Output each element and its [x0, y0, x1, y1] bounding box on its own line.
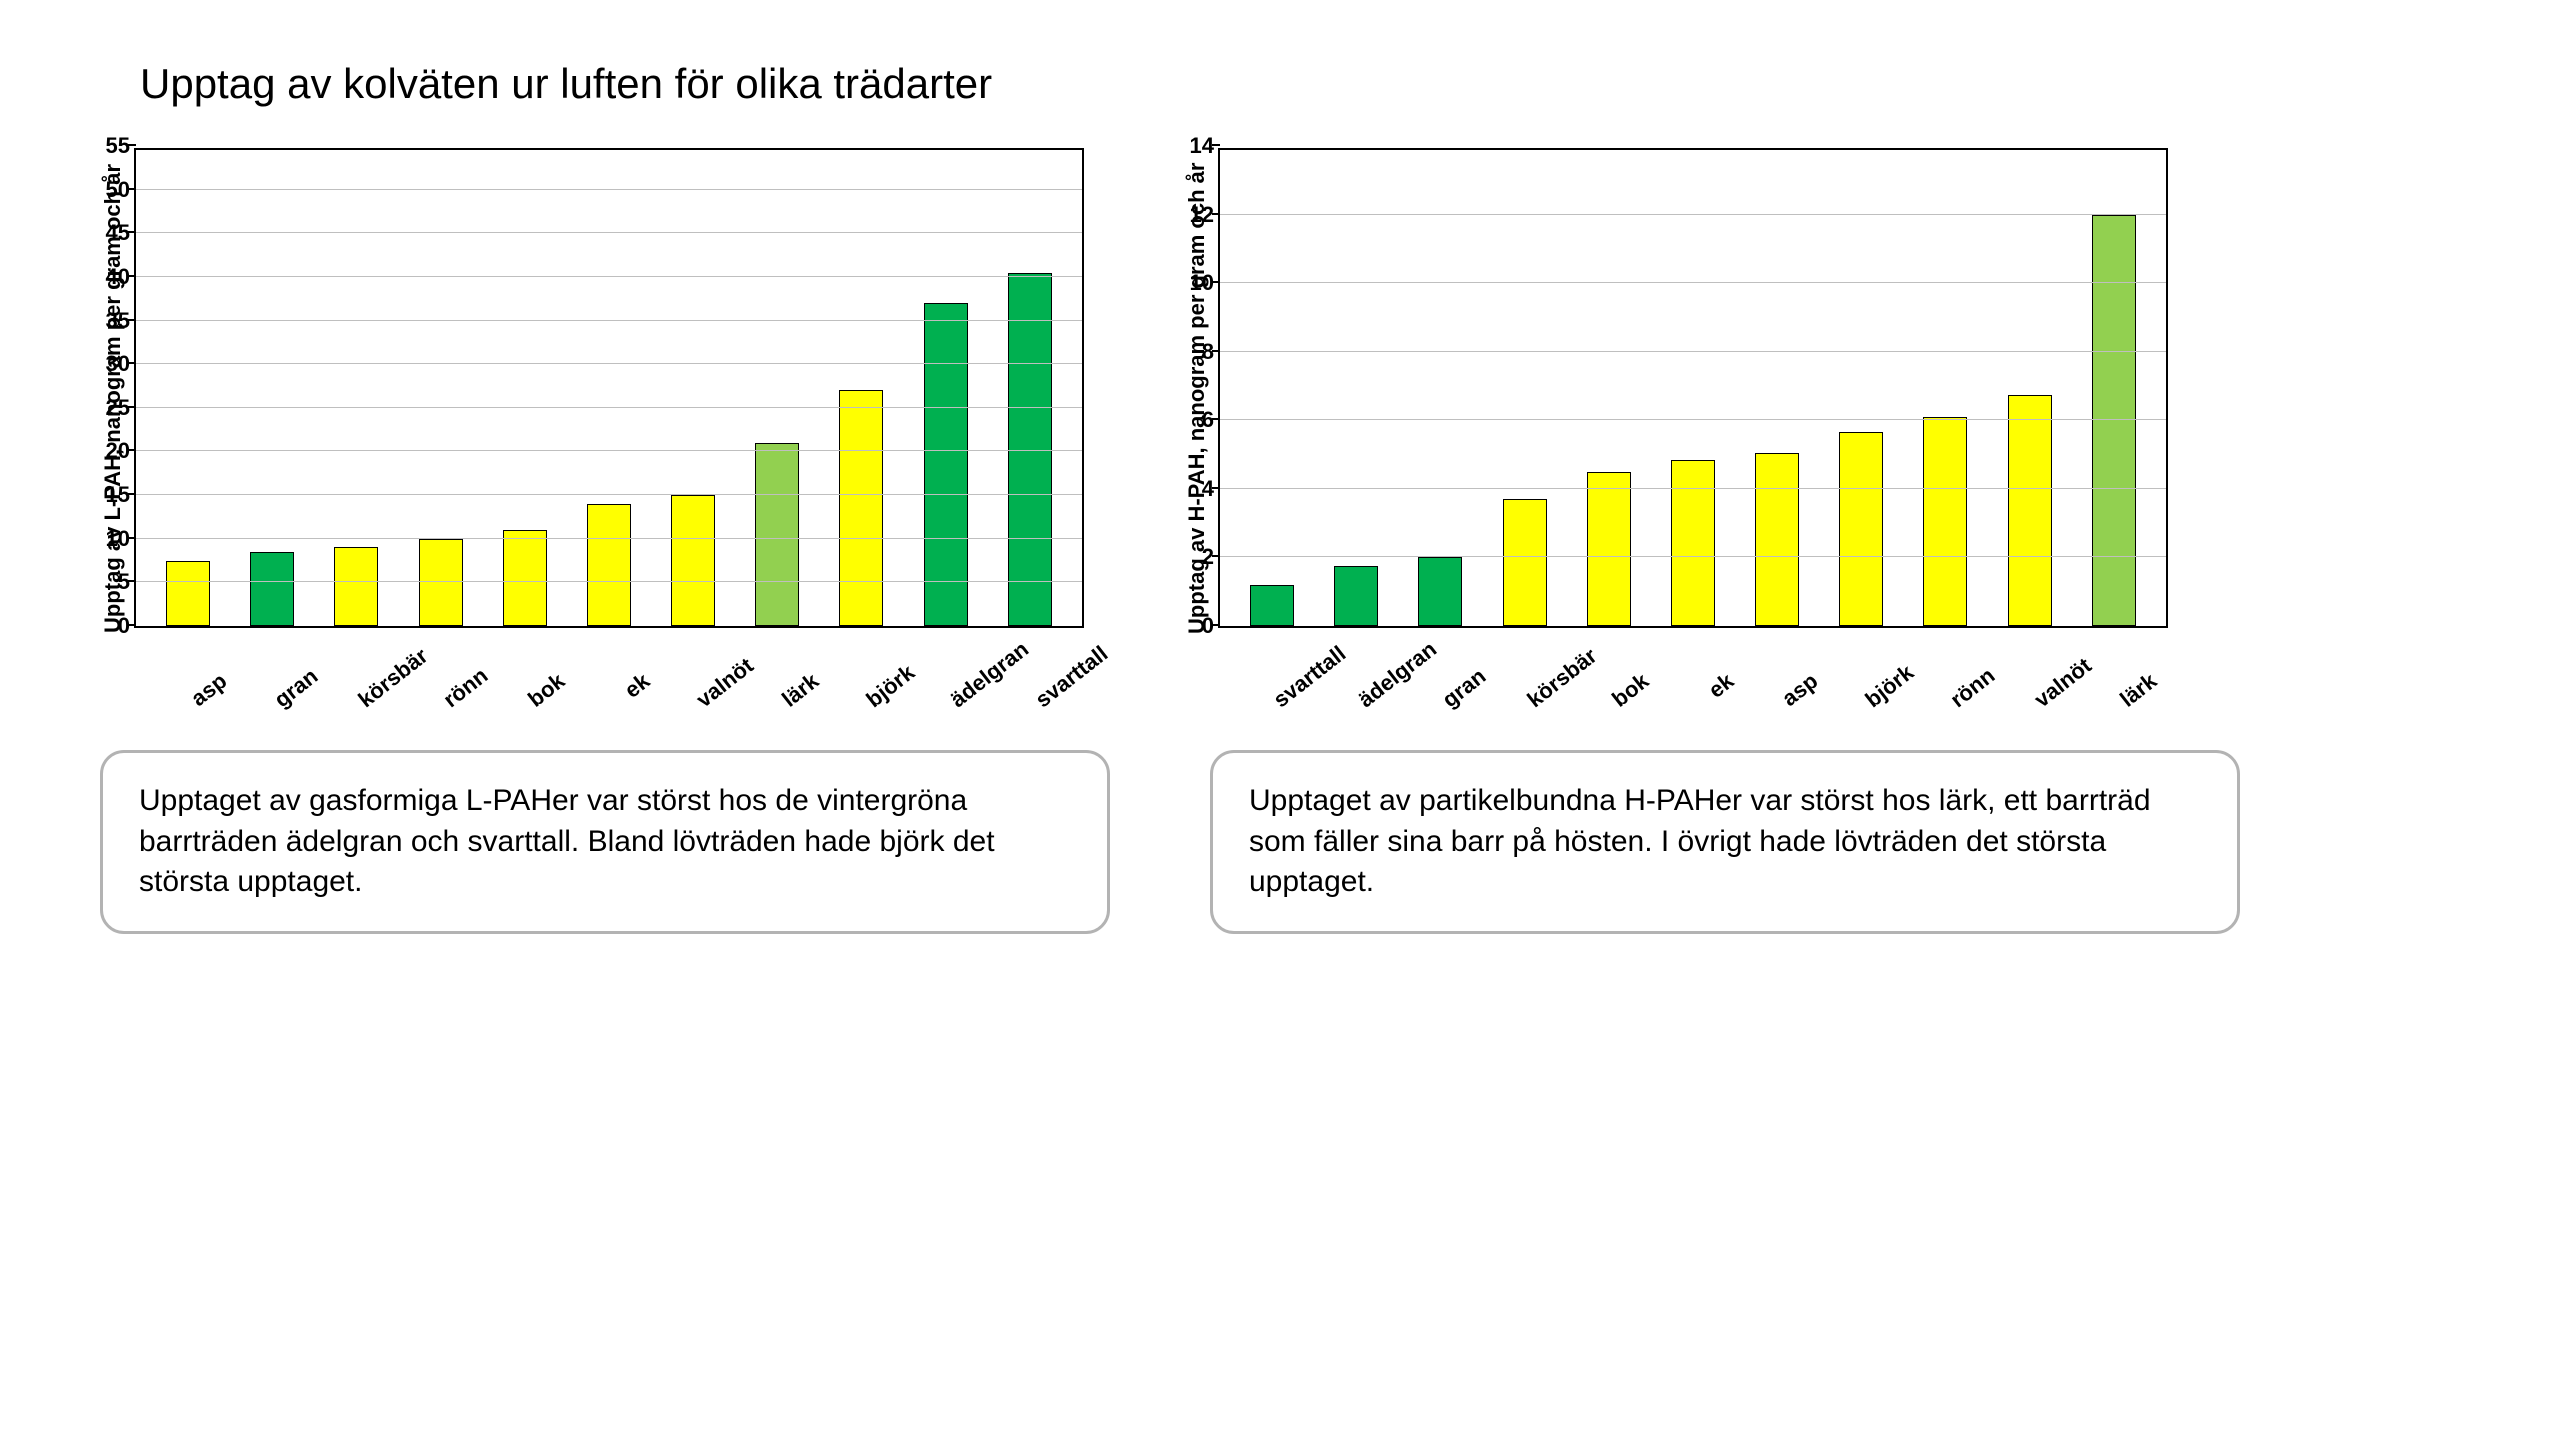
- grid-line: [136, 363, 1082, 364]
- y-tick-label: 15: [86, 482, 130, 508]
- grid-line: [1220, 282, 2166, 283]
- x-label-rönn: rönn: [1945, 668, 1993, 713]
- x-label-körsbär: körsbär: [1522, 668, 1570, 713]
- bar-gran: [250, 552, 294, 626]
- bar-lärk: [755, 443, 799, 626]
- x-label-rönn: rönn: [438, 668, 486, 713]
- x-label-bok: bok: [523, 668, 571, 713]
- x-label-ädelgran: ädelgran: [1353, 668, 1401, 713]
- bar-björk: [1839, 432, 1883, 626]
- x-label-asp: asp: [185, 668, 233, 713]
- grid-line: [136, 450, 1082, 451]
- x-label-valnöt: valnöt: [692, 668, 740, 713]
- y-tick-label: 20: [86, 438, 130, 464]
- x-label-svarttall: svarttall: [1269, 668, 1317, 713]
- grid-line: [136, 581, 1082, 582]
- x-label-gran: gran: [1438, 668, 1486, 713]
- bar-ek: [1671, 460, 1715, 626]
- left-caption: Upptaget av gasformiga L-PAHer var störs…: [100, 750, 1110, 934]
- grid-line: [1220, 488, 2166, 489]
- x-label-ädelgran: ädelgran: [946, 668, 994, 713]
- bar-asp: [166, 561, 210, 626]
- grid-line: [136, 189, 1082, 190]
- bar-valnöt: [2008, 395, 2052, 626]
- y-tick-label: 40: [86, 264, 130, 290]
- grid-line: [136, 407, 1082, 408]
- grid-line: [136, 320, 1082, 321]
- grid-line: [1220, 214, 2166, 215]
- grid-line: [136, 276, 1082, 277]
- right-plot-area: 02468101214: [1218, 148, 2168, 628]
- y-tick-label: 25: [86, 395, 130, 421]
- bar-bok: [1587, 472, 1631, 626]
- grid-line: [1220, 419, 2166, 420]
- left-plot-area: 0510152025303540455055: [134, 148, 1084, 628]
- bar-ädelgran: [1334, 566, 1378, 626]
- x-label-ek: ek: [1691, 668, 1739, 713]
- bar-svarttall: [1008, 273, 1052, 626]
- y-tick-label: 10: [1170, 270, 1214, 296]
- grid-line: [1220, 556, 2166, 557]
- x-label-svarttall: svarttall: [1030, 668, 1078, 713]
- right-x-labels: svarttallädelgrangrankörsbärbokekaspbjör…: [1218, 628, 2168, 660]
- bar-valnöt: [671, 495, 715, 626]
- bar-ädelgran: [924, 303, 968, 626]
- y-tick-label: 12: [1170, 202, 1214, 228]
- bar-ek: [587, 504, 631, 626]
- page-title: Upptag av kolväten ur luften för olika t…: [140, 60, 2460, 108]
- x-label-körsbär: körsbär: [354, 668, 402, 713]
- bar-körsbär: [334, 547, 378, 626]
- x-label-lärk: lärk: [776, 668, 824, 713]
- x-label-björk: björk: [861, 668, 909, 713]
- left-x-labels: aspgrankörsbärrönnbokekvalnötlärkbjörkäd…: [134, 628, 1084, 660]
- x-label-asp: asp: [1776, 668, 1824, 713]
- charts-row: Upptag av L-PAH, nanogram per gram och å…: [100, 148, 2460, 660]
- x-label-valnöt: valnöt: [2030, 668, 2078, 713]
- bar-körsbär: [1503, 499, 1547, 626]
- bar-asp: [1755, 453, 1799, 626]
- x-label-lärk: lärk: [2114, 668, 2162, 713]
- x-label-gran: gran: [269, 668, 317, 713]
- y-tick-label: 30: [86, 351, 130, 377]
- x-label-ek: ek: [607, 668, 655, 713]
- right-chart: Upptag av H-PAH, nanogram per gram och å…: [1184, 148, 2168, 660]
- bar-gran: [1418, 557, 1462, 626]
- y-tick-label: 50: [86, 177, 130, 203]
- y-tick-label: 5: [86, 569, 130, 595]
- y-tick-label: 45: [86, 220, 130, 246]
- x-label-björk: björk: [1860, 668, 1908, 713]
- captions-row: Upptaget av gasformiga L-PAHer var störs…: [100, 750, 2460, 934]
- bar-svarttall: [1250, 585, 1294, 626]
- right-caption: Upptaget av partikelbundna H-PAHer var s…: [1210, 750, 2240, 934]
- grid-line: [136, 494, 1082, 495]
- y-tick-label: 8: [1170, 339, 1214, 365]
- y-tick-label: 6: [1170, 407, 1214, 433]
- x-label-bok: bok: [1607, 668, 1655, 713]
- y-tick-label: 0: [1170, 613, 1214, 639]
- y-tick-label: 14: [1170, 133, 1214, 159]
- y-tick-label: 0: [86, 613, 130, 639]
- y-tick-label: 4: [1170, 476, 1214, 502]
- bar-björk: [839, 390, 883, 626]
- bar-rönn: [1923, 417, 1967, 626]
- grid-line: [1220, 351, 2166, 352]
- y-tick-label: 35: [86, 308, 130, 334]
- y-tick-label: 10: [86, 526, 130, 552]
- grid-line: [136, 538, 1082, 539]
- y-tick-label: 55: [86, 133, 130, 159]
- grid-line: [136, 232, 1082, 233]
- left-chart: Upptag av L-PAH, nanogram per gram och å…: [100, 148, 1084, 660]
- y-tick-label: 2: [1170, 544, 1214, 570]
- bar-bok: [503, 530, 547, 626]
